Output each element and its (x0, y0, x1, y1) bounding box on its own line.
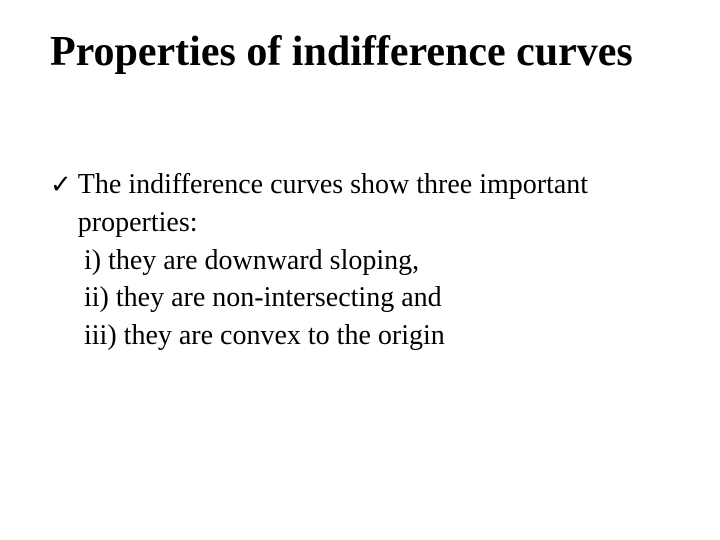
slide-title: Properties of indifference curves (40, 28, 680, 76)
checkmark-icon: ✓ (50, 166, 72, 202)
slide-content: ✓ The indifference curves show three imp… (40, 166, 680, 355)
list-item: i) they are downward sloping, (84, 242, 680, 280)
property-list: i) they are downward sloping, ii) they a… (50, 242, 680, 355)
list-item: iii) they are convex to the origin (84, 317, 680, 355)
list-item: ii) they are non-intersecting and (84, 279, 680, 317)
bullet-lead-text: The indifference curves show three impor… (78, 166, 680, 242)
bullet-item: ✓ The indifference curves show three imp… (50, 166, 680, 242)
